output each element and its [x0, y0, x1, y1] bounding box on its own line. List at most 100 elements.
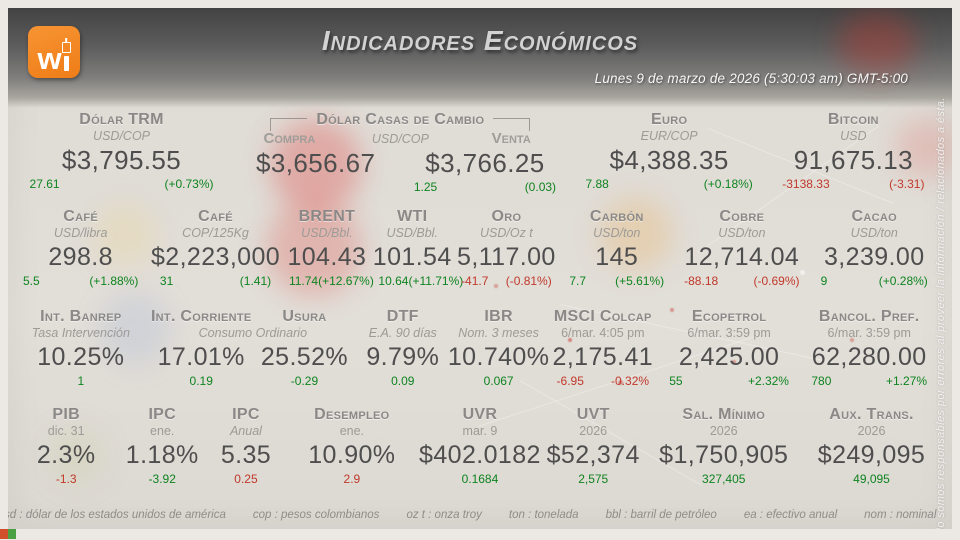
indicator-dolar-trm: Dólar TRM USD/COP $3,795.55 27.61 (+0.73%)	[12, 111, 231, 192]
change-row: -1.3	[12, 472, 120, 487]
indicator-title: DTF	[386, 308, 419, 325]
change-row: 1.25 (0.03)	[400, 180, 569, 195]
indicator-euro: Euro EUR/COP $4,388.35 7.88 (+0.18%)	[570, 111, 769, 192]
change-row: 7.7 (+5.61%)	[560, 274, 673, 289]
row-currencies: Dólar TRM USD/COP $3,795.55 27.61 (+0.73%) Dó…	[12, 111, 938, 195]
change-value: 0.25	[234, 472, 258, 486]
change-value: -41.7	[461, 274, 489, 288]
indicator-carbon: Carbón USD/ton 145 7.7 (+5.61%)	[560, 208, 673, 289]
change-value: (1.41)	[239, 274, 272, 288]
change-half: -0.29	[253, 374, 356, 389]
change-value: 7.7	[569, 274, 587, 288]
indicator-title: UVT	[576, 406, 610, 423]
indicator-title: Ecopetrol	[691, 308, 767, 325]
indicator-value: $52,374	[546, 441, 640, 469]
indicator-value: $402.0182	[419, 441, 541, 469]
indicator-msci-colcap: MSCI Colcap 6/mar. 4:05 pm 2,175.41 -6.95 -0…	[548, 308, 658, 389]
change-row: 0.25	[204, 472, 288, 487]
change-value: -88.18	[684, 274, 719, 288]
change-value: (-0.81%)	[505, 274, 552, 288]
indicator-dtf: DTF E.A. 90 días 9.79% 0.09	[356, 308, 449, 389]
indicator-title: Euro	[650, 111, 688, 128]
indicator-subtitle: USD/ton	[850, 226, 898, 240]
change-value: 0.1684	[461, 472, 499, 486]
change-value: +2.32%	[747, 374, 789, 388]
indicator-title: Bitcoin	[827, 111, 879, 128]
row-macro: PIB dic. 31 2.3% -1.3 IPC ene. 1.18% -3.92 IPC An…	[12, 406, 938, 487]
indicator-title: Int. Corriente	[150, 308, 252, 325]
change-row: 5.5 (+1.88%)	[12, 274, 149, 289]
change-value: 27.61	[29, 177, 60, 191]
indicator-subtitle: 2026	[579, 424, 608, 438]
change-value: (0.03)	[524, 180, 557, 194]
indicator-value: 91,675.13	[793, 145, 913, 175]
legend-item: ton : tonelada	[508, 509, 579, 521]
fx-values-row: $3,656.67 $3,766.25	[231, 147, 570, 180]
indicator-int-corriente-usura: Int. Corriente Usura Consumo Ordinario 17.0…	[150, 308, 356, 389]
indicator-subtitle: 6/mar. 3:59 pm	[687, 326, 771, 340]
indicator-value: 10.90%	[308, 441, 396, 469]
change-value: (+11.71%)	[408, 274, 464, 288]
indicator-value: 3,239.00	[823, 243, 925, 271]
dashboard-canvas: w Indicadores Económicos Lunes 9 de marz…	[8, 8, 952, 529]
indicator-sal-minimo: Sal. Mínimo 2026 $1,750,905 327,405	[642, 406, 805, 487]
indicator-subtitle: COP/125Kg	[182, 226, 249, 240]
change-value: 5.5	[22, 274, 40, 288]
indicator-cafe: Café USD/libra 298.8 5.5 (+1.88%)	[12, 208, 149, 289]
change-value: (-3.31)	[889, 177, 925, 191]
change-row: 0.067	[449, 374, 547, 389]
indicator-value: 1.18%	[125, 441, 199, 469]
change-row: -41.7 (-0.81%)	[452, 274, 560, 289]
corner-marker-green	[8, 529, 16, 539]
indicator-ipc: IPC Anual 5.35 0.25	[204, 406, 288, 487]
indicator-subtitle: USD/libra	[53, 226, 108, 240]
change-value: -3138.33	[782, 177, 830, 191]
bracket-left-icon	[270, 118, 308, 131]
indicator-subtitle: USD/Oz t	[479, 226, 533, 240]
indicator-title: Café	[198, 208, 233, 225]
indicator-title: Cobre	[719, 208, 765, 225]
indicator-title: BRENT	[298, 208, 356, 225]
indicator-title: UVR	[462, 406, 498, 423]
change-row: 2.9	[288, 472, 416, 487]
change-row: -88.18 (-0.69%)	[673, 274, 810, 289]
logo-letter: w	[37, 41, 61, 76]
indicator-title: Usura	[282, 308, 327, 325]
legend-item: ea : efectivo anual	[743, 509, 838, 521]
indicator-value: $2,223,000	[150, 243, 281, 271]
indicator-value: 25.52%	[260, 343, 349, 371]
indicator-desempleo: Desempleo ene. 10.90% 2.9	[288, 406, 416, 487]
change-row: 780 +1.27%	[800, 374, 938, 389]
bracket-right-icon	[493, 118, 531, 131]
change-value: 49,095	[853, 472, 890, 486]
indicator-subtitle: ene.	[150, 424, 175, 438]
indicator-value: 17.01%	[157, 343, 245, 371]
datetime-label: Lunes 9 de marzo de 2026 (5:30:03 am) GM…	[594, 71, 908, 86]
indicator-value: 2,175.41	[552, 343, 654, 371]
row-commodities: Café USD/libra 298.8 5.5 (+1.88%) Café COP/125…	[12, 208, 938, 289]
indicator-subtitle: Consumo Ordinario	[198, 326, 308, 340]
indicator-value: 10.740%	[447, 343, 550, 371]
change-row: 10.64 (+11.71%)	[372, 274, 463, 289]
indicator-wti: WTI USD/Bbl. 101.54 10.64 (+11.71%)	[372, 208, 463, 289]
indicator-subtitle: mar. 9	[462, 424, 498, 438]
indicator-title: Cacao	[851, 208, 897, 225]
change-value: -0.32%	[611, 374, 650, 388]
indicator-title: IBR	[484, 308, 513, 325]
change-value: -6.95	[556, 374, 584, 388]
indicator-subtitle: Anual	[229, 424, 262, 438]
indicator-subtitle: E.A. 90 días	[368, 326, 437, 340]
indicator-cacao: Cacao USD/ton 3,239.00 9 (+0.28%)	[810, 208, 938, 289]
fx-change-row: 1.25 (0.03)	[231, 180, 570, 195]
indicator-oro: Oro USD/Oz t 5,117.00 -41.7 (-0.81%)	[452, 208, 560, 289]
legend-item: usd : dólar de los estados unidos de amé…	[8, 509, 226, 521]
indicator-subtitle: USD/ton	[718, 226, 766, 240]
change-row: 9 (+0.28%)	[810, 274, 938, 289]
change-row: -6.95 -0.32%	[548, 374, 658, 389]
footer-legend: usd : dólar de los estados unidos de amé…	[8, 509, 936, 521]
change-value: (-0.69%)	[753, 274, 800, 288]
indicator-brent: BRENT USD/Bbl. 104.43 11.74 (+12.67%)	[282, 208, 373, 289]
indicator-title: IPC	[232, 406, 260, 423]
indicator-subtitle: dic. 31	[47, 424, 85, 438]
page-title: Indicadores Económicos	[321, 25, 639, 56]
